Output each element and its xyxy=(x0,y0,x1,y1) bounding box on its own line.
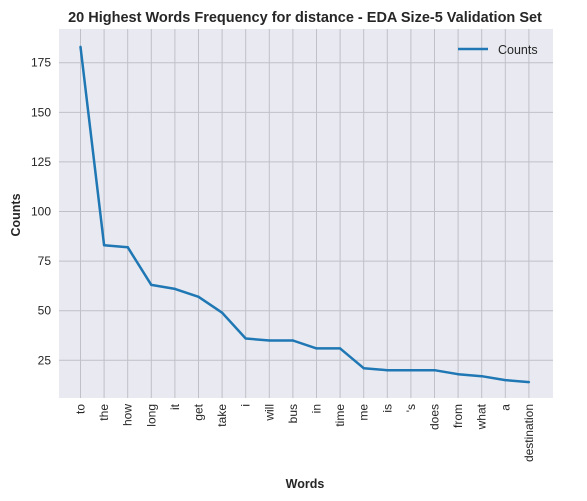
x-tick-label: to xyxy=(74,404,88,414)
y-tick-label: 50 xyxy=(38,304,52,318)
series-line-counts xyxy=(79,46,530,384)
chart-title: 20 Highest Words Frequency for distance … xyxy=(68,10,542,26)
x-tick-label: in xyxy=(310,404,324,413)
data-point xyxy=(362,367,365,370)
x-tick-label: destination xyxy=(522,404,536,462)
data-point xyxy=(433,369,436,372)
x-tick-label: will xyxy=(262,404,276,422)
legend-label-counts: Counts xyxy=(498,43,538,57)
x-tick-label: get xyxy=(192,403,206,420)
y-tick-label: 175 xyxy=(31,56,51,70)
x-tick-labels: to the how long it get take i will bus in time me is '… xyxy=(74,403,536,462)
x-tick-label: 's xyxy=(404,404,418,412)
x-tick-label: it xyxy=(168,403,182,410)
x-tick-label: what xyxy=(475,403,489,430)
data-point xyxy=(291,339,295,342)
y-tick-labels: 25 50 75 100 125 150 175 xyxy=(31,56,51,368)
data-point xyxy=(150,283,153,287)
data-point xyxy=(315,347,318,350)
series-layer xyxy=(79,45,531,384)
data-point xyxy=(527,380,531,384)
x-tick-label: is xyxy=(380,404,394,413)
data-point xyxy=(173,287,177,291)
x-tick-label: a xyxy=(498,404,512,411)
x-tick-label: i xyxy=(239,404,253,407)
x-tick-label: the xyxy=(97,404,111,421)
y-axis-label: Counts xyxy=(9,193,23,236)
data-point xyxy=(480,374,483,378)
x-tick-label: take xyxy=(215,404,229,427)
x-tick-label: how xyxy=(121,404,135,426)
x-tick-label: me xyxy=(357,404,371,421)
y-tick-label: 75 xyxy=(38,254,52,268)
y-tick-label: 25 xyxy=(38,353,52,367)
x-tick-label: bus xyxy=(286,404,300,423)
data-point xyxy=(268,339,271,342)
x-tick-label: from xyxy=(451,404,465,428)
plot-area xyxy=(59,29,553,398)
data-point xyxy=(126,246,129,249)
data-point xyxy=(79,45,82,49)
y-tick-label: 150 xyxy=(31,105,51,119)
data-point xyxy=(504,378,507,382)
data-point xyxy=(197,295,200,299)
data-point xyxy=(220,311,224,314)
data-point xyxy=(244,337,247,340)
data-point xyxy=(456,372,460,376)
legend: Counts xyxy=(458,43,538,57)
data-point xyxy=(386,369,389,372)
x-tick-label: does xyxy=(428,404,442,430)
grid-lines xyxy=(59,29,553,398)
data-point xyxy=(338,347,342,350)
y-tick-label: 100 xyxy=(31,205,51,219)
data-point xyxy=(409,369,413,372)
y-tick-label: 125 xyxy=(31,155,51,169)
data-point xyxy=(102,244,106,247)
x-axis-label: Words xyxy=(286,477,325,491)
x-tick-label: time xyxy=(333,404,347,427)
x-tick-label: long xyxy=(144,404,158,427)
